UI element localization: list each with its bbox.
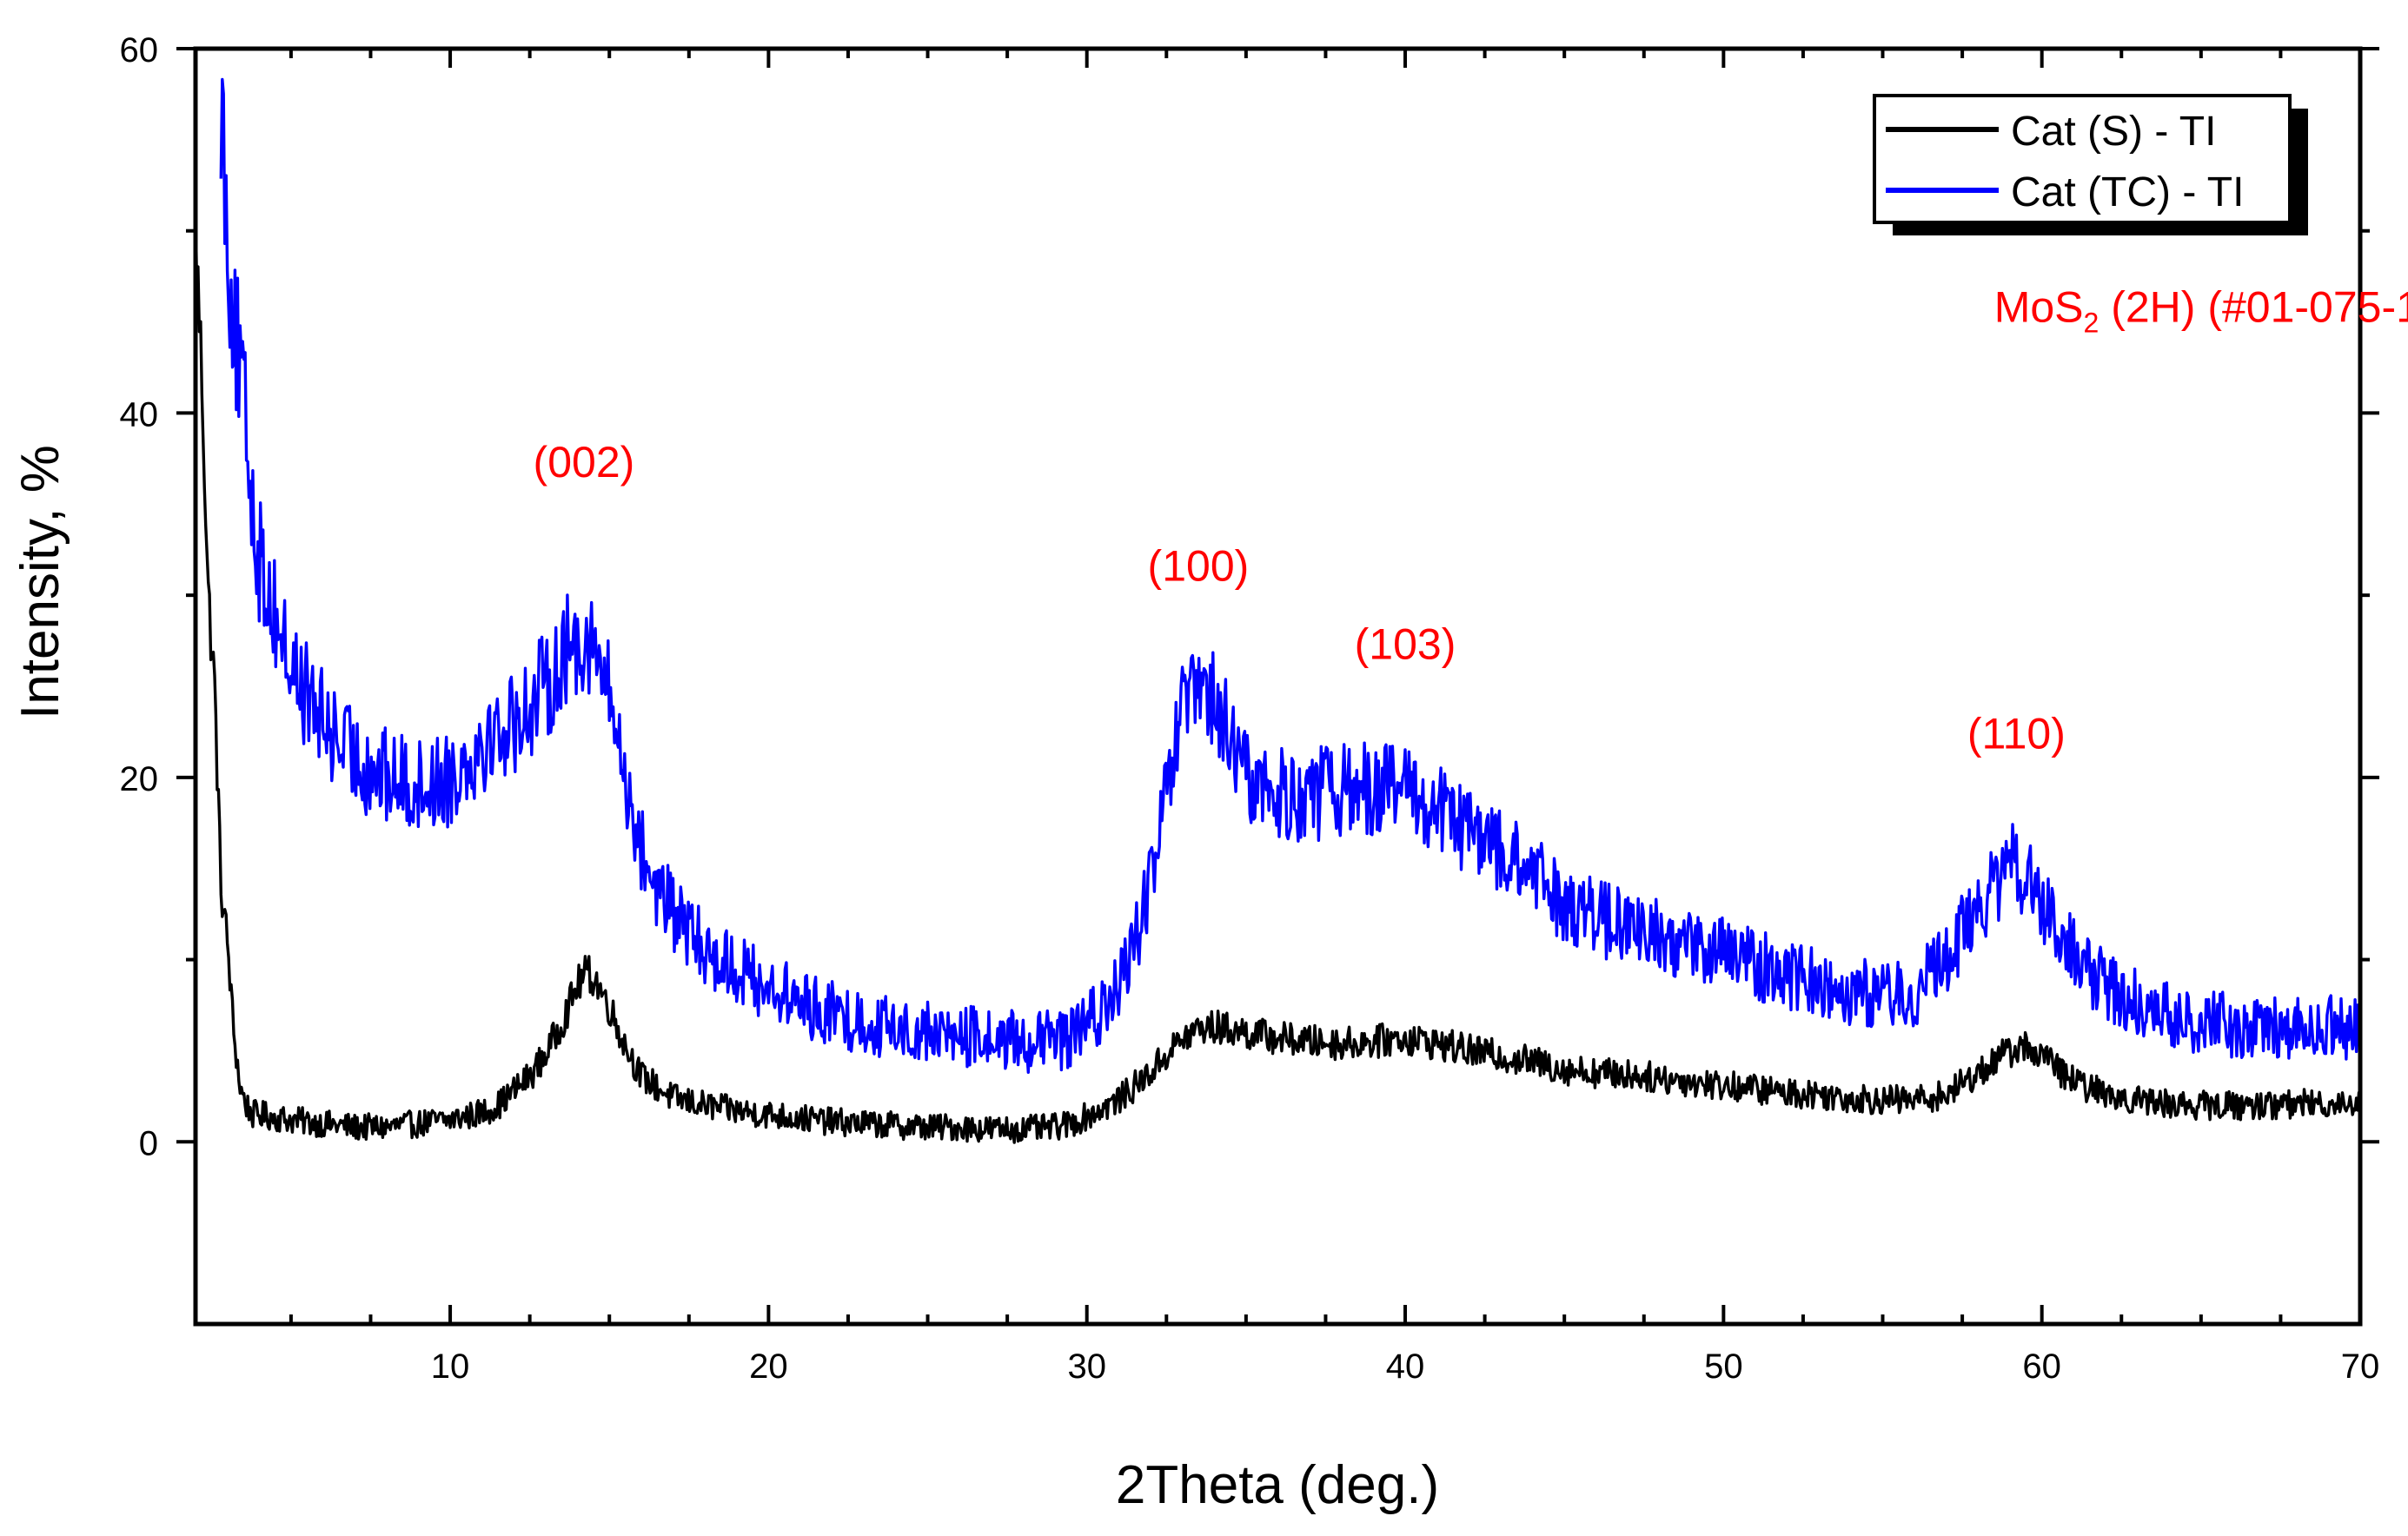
x-tick-label: 60: [2022, 1347, 2061, 1386]
y-tick-label: 20: [120, 760, 159, 798]
legend-label-cat-tc: Cat (TC) - TI: [2011, 169, 2244, 215]
x-tick-label: 50: [1704, 1347, 1743, 1386]
legend: Cat (S) - TI Cat (TC) - TI: [1873, 94, 2308, 235]
peak-label: (100): [1148, 541, 1250, 590]
peak-label: (110): [1967, 709, 2066, 758]
tick-labels: 10 20 30 40 50 60 70 0 20 40 60: [120, 31, 2380, 1386]
legend-label-cat-s: Cat (S) - TI: [2011, 109, 2216, 155]
x-tick-label: 10: [431, 1347, 470, 1386]
y-tick-label: 40: [120, 395, 159, 434]
phase-label-subscript: 2: [2084, 308, 2100, 339]
plot-frame: [193, 46, 2363, 1327]
y-tick-label: 0: [139, 1124, 158, 1162]
series-line-cat-tc-ti: [219, 77, 2360, 1074]
peak-label: (103): [1355, 620, 1456, 669]
x-axis-title: 2Theta (deg.): [1116, 1455, 1439, 1515]
series-line-cat-s-ti: [196, 210, 2360, 1144]
x-tick-label: 30: [1067, 1347, 1106, 1386]
x-tick-label: 20: [749, 1347, 788, 1386]
legend-box: [1873, 94, 2292, 224]
phase-label: MoS2 (2H) (#01-075-1539): [1994, 283, 2408, 339]
axis-ticks: [176, 47, 2379, 1324]
x-tick-label: 70: [2341, 1347, 2380, 1386]
peak-label: (002): [534, 438, 635, 487]
phase-label-suffix: (2H) (#01-075-1539): [2099, 283, 2408, 332]
x-tick-label: 40: [1386, 1347, 1425, 1386]
plot-content: [196, 77, 2360, 1144]
y-tick-label: 60: [120, 31, 159, 70]
peak-annotations: (002) (100) (103) (110): [534, 438, 2066, 758]
y-axis-title: Intensity, %: [10, 445, 70, 719]
phase-label-prefix: MoS: [1994, 283, 2084, 332]
